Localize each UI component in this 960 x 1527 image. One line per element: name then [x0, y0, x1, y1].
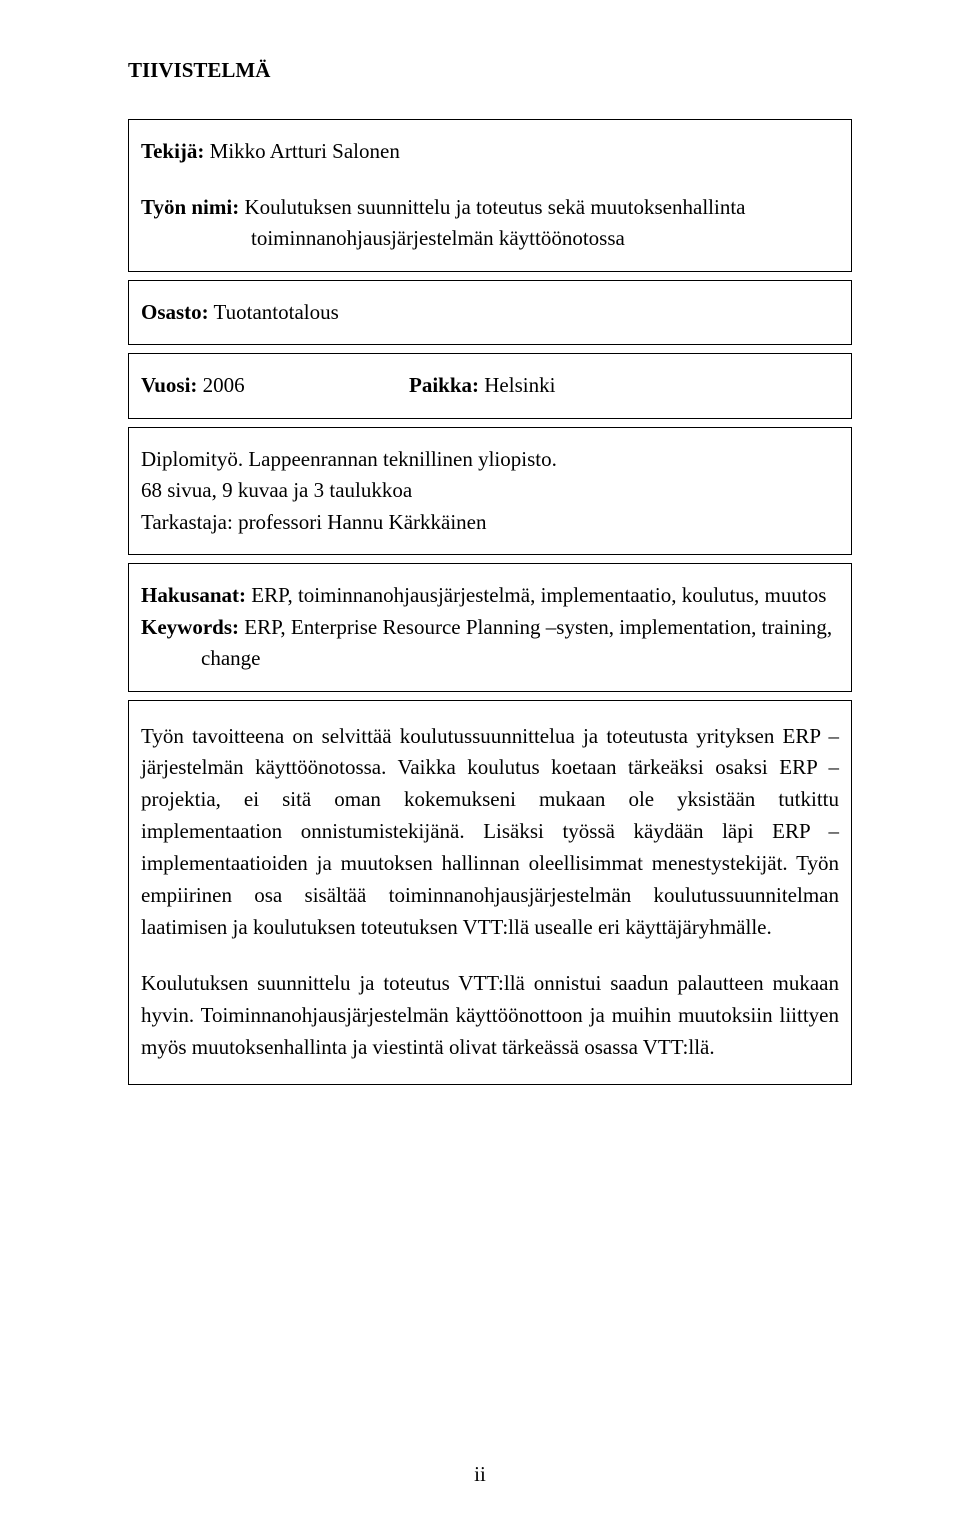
thesis-line3: Tarkastaja: professori Hannu Kärkkäinen	[141, 507, 839, 539]
keywords-box: Hakusanat: ERP, toiminnanohjausjärjestel…	[128, 563, 852, 692]
work-label: Työn nimi:	[141, 195, 239, 219]
place-cell: Paikka: Helsinki	[409, 370, 555, 402]
page-number: ii	[0, 1462, 960, 1487]
thesis-info-box: Diplomityö. Lappeenrannan teknillinen yl…	[128, 427, 852, 556]
keywords-label: Keywords:	[141, 615, 239, 639]
year-place-box: Vuosi: 2006 Paikka: Helsinki	[128, 353, 852, 419]
thesis-line2: 68 sivua, 9 kuvaa ja 3 taulukkoa	[141, 475, 839, 507]
year-cell: Vuosi: 2006	[141, 370, 409, 402]
year-label: Vuosi:	[141, 373, 197, 397]
place-label: Paikka:	[409, 373, 479, 397]
hakusanat-line: Hakusanat: ERP, toiminnanohjausjärjestel…	[141, 580, 839, 612]
work-title-line2: toiminnanohjausjärjestelmän käyttöönotos…	[141, 223, 839, 255]
hakusanat-label: Hakusanat:	[141, 583, 246, 607]
author-line: Tekijä: Mikko Artturi Salonen	[141, 136, 839, 168]
keywords-line1: Keywords: ERP, Enterprise Resource Plann…	[141, 612, 839, 644]
spacer	[141, 168, 839, 192]
thesis-line1: Diplomityö. Lappeenrannan teknillinen yl…	[141, 444, 839, 476]
abstract-paragraph-1: Työn tavoitteena on selvittää koulutussu…	[141, 721, 839, 944]
work-title-1: Koulutuksen suunnittelu ja toteutus sekä…	[239, 195, 745, 219]
keywords-value-1: ERP, Enterprise Resource Planning –syste…	[239, 615, 832, 639]
page-container: TIIVISTELMÄ Tekijä: Mikko Artturi Salone…	[0, 0, 960, 1527]
year-value: 2006	[197, 373, 244, 397]
place-value: Helsinki	[479, 373, 555, 397]
dept-value: Tuotantotalous	[209, 300, 339, 324]
abstract-body-box: Työn tavoitteena on selvittää koulutussu…	[128, 700, 852, 1085]
dept-label: Osasto:	[141, 300, 209, 324]
page-title: TIIVISTELMÄ	[128, 58, 852, 83]
work-title-line1: Työn nimi: Koulutuksen suunnittelu ja to…	[141, 192, 839, 224]
author-label: Tekijä:	[141, 139, 204, 163]
author-name: Mikko Artturi Salonen	[204, 139, 399, 163]
abstract-paragraph-2: Koulutuksen suunnittelu ja toteutus VTT:…	[141, 968, 839, 1064]
department-box: Osasto: Tuotantotalous	[128, 280, 852, 346]
author-box: Tekijä: Mikko Artturi Salonen Työn nimi:…	[128, 119, 852, 272]
keywords-line2: change	[141, 643, 839, 675]
hakusanat-value: ERP, toiminnanohjausjärjestelmä, impleme…	[246, 583, 826, 607]
